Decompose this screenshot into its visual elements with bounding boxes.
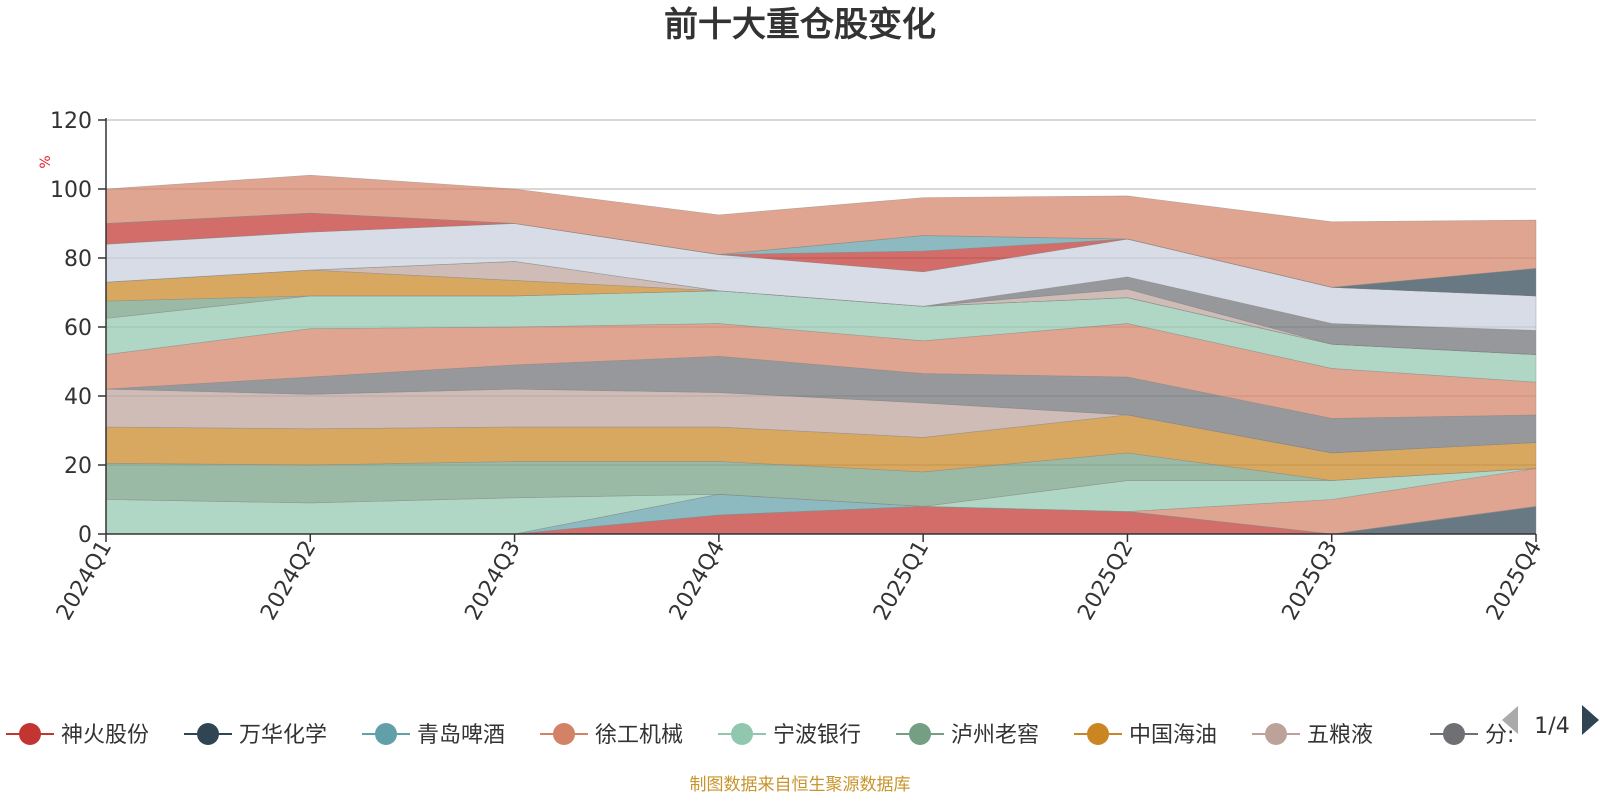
x-tick-label: 2025Q2 (1073, 537, 1138, 625)
legend-item[interactable]: 神火股份 (6, 723, 149, 748)
x-tick-label: 2025Q1 (869, 537, 934, 625)
y-tick-label: 80 (64, 247, 92, 272)
legend-label: 中国海油 (1129, 723, 1217, 748)
legend-marker-icon (375, 723, 397, 745)
legend-label: 青岛啤酒 (417, 723, 505, 748)
x-tick-label: 2024Q1 (52, 537, 117, 625)
legend-marker-icon (731, 723, 753, 745)
legend-item[interactable]: 中国海油 (1074, 723, 1217, 748)
legend-label: 宁波银行 (773, 723, 861, 748)
triangle-left-icon[interactable] (1502, 706, 1518, 734)
legend-marker-icon (1443, 723, 1465, 745)
legend-item[interactable]: 宁波银行 (718, 723, 861, 748)
legend-item[interactable]: 青岛啤酒 (362, 723, 505, 748)
y-axis-unit-label: % (38, 155, 54, 168)
x-tick-label: 2025Q3 (1278, 537, 1343, 625)
legend-label: 五粮液 (1307, 723, 1373, 748)
area-layers (105, 174, 1537, 535)
legend-item[interactable]: 万华化学 (184, 723, 327, 748)
legend-pager: 1/4 (1502, 705, 1599, 739)
legend-item[interactable]: 徐工机械 (540, 723, 683, 748)
legend-label: 徐工机械 (595, 723, 683, 748)
y-tick-label: 60 (64, 316, 92, 341)
area-layer-19[interactable] (105, 174, 1537, 288)
legend-item[interactable]: 分: (1430, 723, 1514, 748)
legend-marker-icon (909, 723, 931, 745)
legend-page-indicator: 1/4 (1534, 714, 1569, 739)
y-tick-label: 100 (50, 178, 92, 203)
y-tick-label: 20 (64, 454, 92, 479)
legend-label: 万华化学 (239, 723, 327, 748)
legend-label: 泸州老窖 (951, 723, 1039, 748)
legend: 神火股份 万华化学 青岛啤酒 徐工机械 宁波银行 泸州老窖 中国海油 五粮液 分: (6, 723, 1514, 748)
chart-title: 前十大重仓股变化 (664, 5, 936, 45)
y-tick-label: 0 (78, 523, 92, 548)
x-tick-label: 2024Q3 (460, 537, 525, 625)
y-tick-label: 40 (64, 385, 92, 410)
legend-marker-icon (19, 723, 41, 745)
legend-marker-icon (553, 723, 575, 745)
x-tick-label: 2025Q4 (1482, 537, 1547, 625)
x-tick-label: 2024Q4 (665, 537, 730, 625)
y-tick-label: 120 (50, 109, 92, 134)
legend-marker-icon (197, 723, 219, 745)
legend-marker-icon (1265, 723, 1287, 745)
legend-item[interactable]: 五粮液 (1252, 723, 1373, 748)
legend-label: 分: (1485, 723, 1514, 748)
data-source-note: 制图数据来自恒生聚源数据库 (690, 775, 911, 795)
x-tick-label: 2024Q2 (256, 537, 321, 625)
legend-item[interactable]: 泸州老窖 (896, 723, 1039, 748)
legend-marker-icon (1087, 723, 1109, 745)
legend-label: 神火股份 (61, 723, 149, 748)
triangle-right-icon[interactable] (1582, 705, 1599, 735)
